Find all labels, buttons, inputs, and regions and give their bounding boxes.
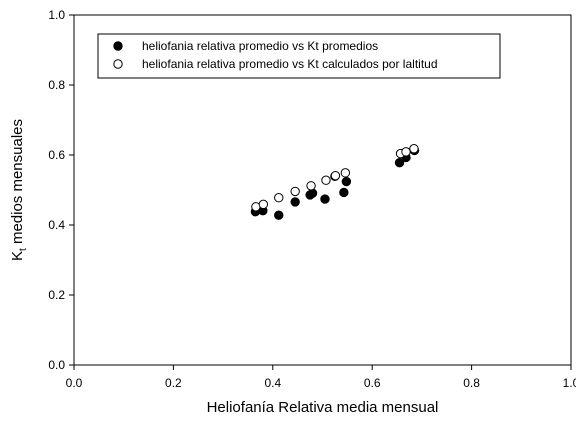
y-axis-title: Kt medios mensuales — [9, 119, 29, 261]
data-point-kt-calculados — [409, 144, 419, 154]
legend-label: heliofania relativa promedio vs Kt prome… — [142, 39, 378, 53]
y-axis-title-subscript: t — [18, 248, 29, 251]
y-axis-title-main: K — [9, 251, 26, 261]
data-point-kt-calculados — [306, 181, 316, 191]
data-point-kt-promedios — [339, 187, 349, 198]
x-tick-label: 0.0 — [66, 376, 83, 390]
x-tick-label: 1.0 — [563, 376, 576, 390]
y-tick-label: 1.0 — [48, 8, 65, 22]
legend-marker — [113, 59, 123, 69]
y-tick-label: 0.4 — [48, 218, 65, 232]
data-point-kt-promedios — [290, 197, 300, 207]
legend: heliofania relativa promedio vs Kt prome… — [97, 33, 501, 79]
x-tick-label: 0.4 — [264, 376, 281, 390]
plot-area — [73, 14, 572, 366]
data-points — [250, 144, 420, 220]
legend-marker — [113, 41, 123, 51]
data-point-kt-calculados — [258, 199, 269, 210]
data-point-kt-calculados — [321, 175, 331, 185]
data-point-kt-calculados — [401, 147, 411, 157]
axes: 0.0 0.2 0.4 0.6 0.8 1.0 0.0 0.2 0.4 0.6 0.8 1.0 — [48, 8, 576, 390]
legend-label: heliofania relativa promedio vs Kt calcu… — [142, 57, 438, 71]
y-tick-label: 0.8 — [48, 78, 65, 92]
y-tick-label: 0.2 — [48, 288, 65, 302]
plot-frame — [73, 14, 572, 366]
y-tick-label: 0.0 — [48, 358, 65, 372]
data-point-kt-calculados — [290, 186, 300, 197]
data-point-kt-promedios — [274, 210, 284, 220]
legend-box — [97, 33, 501, 79]
data-point-kt-promedios — [394, 158, 405, 168]
y-tick-label: 0.6 — [48, 148, 65, 162]
data-point-kt-promedios — [341, 176, 352, 187]
x-tick-label: 0.2 — [165, 376, 182, 390]
data-point-kt-calculados — [330, 170, 341, 181]
y-axis-title-rest: medios mensuales — [9, 119, 26, 248]
data-point-kt-calculados — [340, 168, 351, 178]
x-tick-label: 0.6 — [364, 376, 381, 390]
data-point-kt-calculados — [274, 193, 284, 203]
data-point-kt-promedios — [320, 194, 330, 204]
x-axis-title: Heliofanía Relativa media mensual — [207, 399, 439, 416]
x-tick-label: 0.8 — [463, 376, 480, 390]
